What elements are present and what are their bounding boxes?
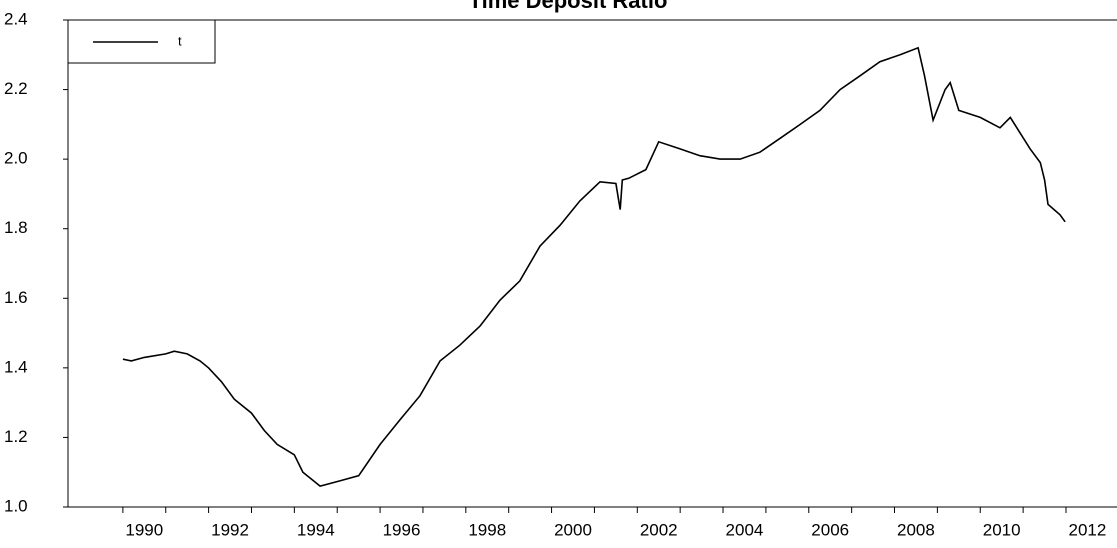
- x-tick-label: 1994: [297, 520, 335, 539]
- x-tick-label: 1998: [468, 520, 506, 539]
- y-tick-label: 2.0: [4, 149, 28, 168]
- legend-label: t: [178, 33, 182, 48]
- y-tick-label: 2.2: [4, 79, 28, 98]
- x-tick-label: 1996: [383, 520, 421, 539]
- x-tick-label: 2010: [983, 520, 1021, 539]
- x-tick-label: 2008: [897, 520, 935, 539]
- chart-title: Time Deposit Ratio: [469, 0, 668, 13]
- x-tick-label: 2004: [726, 520, 764, 539]
- y-tick-label: 1.2: [4, 427, 28, 446]
- y-tick-label: 2.4: [4, 9, 28, 28]
- y-tick-label: 1.8: [4, 218, 28, 237]
- x-tick-label: 2002: [640, 520, 678, 539]
- x-tick-label: 2000: [554, 520, 592, 539]
- x-tick-label: 2006: [811, 520, 849, 539]
- y-tick-label: 1.6: [4, 288, 28, 307]
- series-line: [122, 46, 1066, 487]
- x-tick-label: 1990: [125, 520, 163, 539]
- y-tick-label: 1.4: [4, 357, 28, 376]
- x-tick-label: 1992: [211, 520, 249, 539]
- y-tick-label: 1.0: [4, 496, 28, 515]
- x-tick-label: 2012: [1069, 520, 1107, 539]
